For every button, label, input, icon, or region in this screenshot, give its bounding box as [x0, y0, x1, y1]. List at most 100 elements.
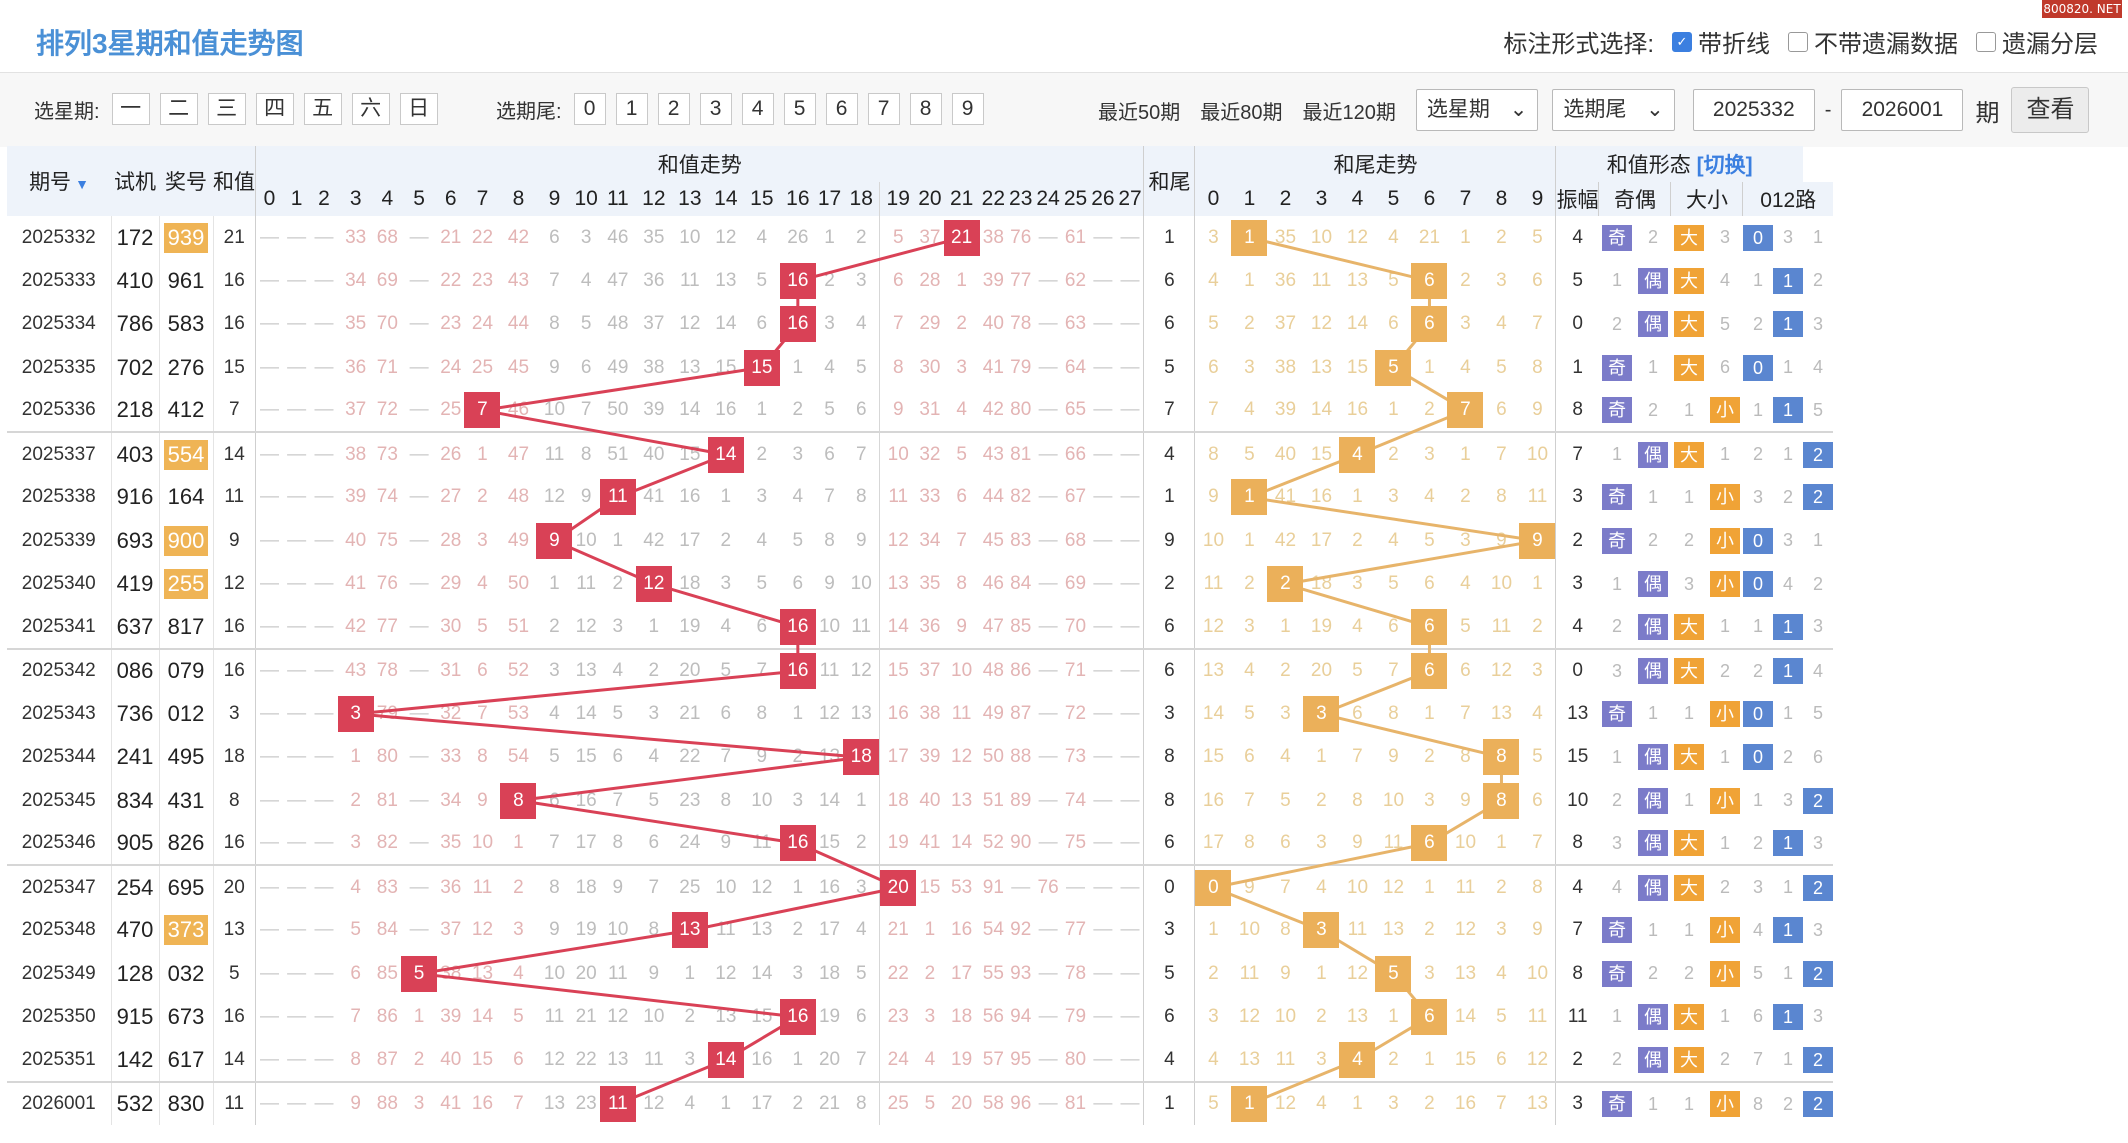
- sum-miss-cell: 1: [536, 562, 572, 605]
- prize-number: 695: [167, 874, 205, 900]
- sum-miss-value: ―: [1120, 529, 1140, 551]
- tail-chip[interactable]: 5: [783, 93, 816, 125]
- sum-miss-cell: 1: [401, 995, 437, 1038]
- amplitude-cell: 1: [1555, 345, 1599, 390]
- even-value-cell: 偶: [1635, 562, 1671, 605]
- sum-miss-value: 1: [549, 573, 560, 595]
- tail-hit-cell: 6: [1411, 606, 1448, 649]
- sum-miss-cell: ―: [283, 259, 310, 302]
- sum-miss-cell: ―: [282, 864, 311, 909]
- sum-miss-cell: ―: [1089, 995, 1116, 1038]
- sum-miss-cell: 80: [1007, 389, 1034, 432]
- tail-miss-cell: 7: [1375, 647, 1412, 693]
- checkbox-icon[interactable]: [1976, 31, 1996, 52]
- weekday-chip[interactable]: 二: [159, 93, 198, 125]
- sum-miss-cell: ―: [1034, 259, 1061, 302]
- sum-miss-cell: 6: [464, 647, 501, 693]
- sum-miss-value: ―: [1038, 226, 1058, 248]
- road-2-value: 2: [1802, 874, 1833, 901]
- checkbox-icon[interactable]: [1788, 31, 1808, 52]
- sum-miss-value: 43: [507, 269, 530, 291]
- sum-miss-value: 88: [376, 1093, 398, 1115]
- weekday-chip[interactable]: 三: [207, 93, 246, 125]
- even-value: 偶: [1637, 1046, 1668, 1073]
- recent-120-link[interactable]: 最近120期: [1302, 101, 1396, 124]
- tail-chip[interactable]: 8: [909, 93, 942, 125]
- weekday-chip[interactable]: 一: [111, 93, 150, 125]
- sum-miss-value: 16: [818, 876, 841, 898]
- from-period-input[interactable]: 2025332: [1692, 89, 1815, 131]
- option-layer[interactable]: 遗漏分层: [1976, 24, 2098, 59]
- sum-miss-value: 25: [471, 356, 494, 378]
- sum-miss-value: 7: [855, 443, 867, 465]
- option-no-miss[interactable]: 不带遗漏数据: [1788, 24, 1958, 59]
- even-value: 偶: [1637, 658, 1668, 685]
- switch-link[interactable]: [切换]: [1696, 154, 1753, 177]
- weekday-chip[interactable]: 六: [351, 93, 390, 125]
- sum-miss-cell: ―: [1089, 864, 1117, 909]
- sum-cell: 3: [213, 692, 256, 736]
- recent-80-link[interactable]: 最近80期: [1200, 101, 1283, 124]
- road-2-cell: 3: [1803, 909, 1833, 952]
- tail-miss-cell: 6: [1339, 692, 1375, 735]
- tail-miss-cell: 13: [1447, 952, 1483, 995]
- small-value-cell: 1: [1707, 995, 1743, 1038]
- tail-chip[interactable]: 2: [657, 93, 690, 125]
- small-value-cell: 小: [1707, 779, 1743, 822]
- option-line[interactable]: ✓ 带折线: [1672, 24, 1770, 59]
- tail-chip[interactable]: 7: [867, 93, 900, 125]
- tail-miss-cell: 7: [1519, 303, 1556, 346]
- tail-miss-cell: 7: [1483, 1080, 1520, 1126]
- odd-value: 2: [1611, 616, 1622, 637]
- sum-miss-value: ―: [1120, 399, 1140, 421]
- sum-miss-cell: 41: [916, 822, 943, 865]
- weekday-chip[interactable]: 五: [303, 93, 342, 125]
- sum-miss-value: 78: [376, 660, 398, 682]
- sum-miss-value: ―: [287, 313, 307, 335]
- prize-number-cell: 012: [159, 692, 214, 736]
- weekday-chip[interactable]: 日: [399, 93, 438, 125]
- tail-miss-cell: 35: [1267, 216, 1303, 259]
- sum-miss-value: 77: [1064, 919, 1087, 941]
- small-value-cell: 1: [1707, 736, 1743, 779]
- header-period[interactable]: 期号 ▼: [7, 146, 111, 216]
- tail-chip[interactable]: 0: [573, 93, 606, 125]
- tail-chip[interactable]: 1: [615, 93, 648, 125]
- sum-miss-cell: 76: [1034, 864, 1062, 909]
- tail-hit-marker: 8: [1483, 739, 1520, 776]
- sum-miss-cell: 49: [980, 692, 1007, 735]
- to-period-input[interactable]: 2026001: [1841, 89, 1964, 131]
- sum-miss-value: 28: [440, 529, 462, 551]
- table-header-row: 期号 ▼ 试机 奖号 和值 和值走势 和尾 和尾走势 和值形态 [切换]: [7, 146, 1833, 216]
- sum-miss-value: ―: [259, 789, 279, 811]
- sum-miss-cell: 73: [373, 431, 402, 476]
- weekday-select[interactable]: 选星期 ⌄: [1415, 89, 1539, 131]
- tail-chip[interactable]: 3: [699, 93, 732, 125]
- tail-miss-cell: 10: [1267, 995, 1303, 1038]
- tail-miss-cell: 39: [1267, 389, 1303, 432]
- sum-miss-value: 45: [982, 529, 1004, 551]
- sum-miss-value: ―: [287, 269, 307, 291]
- tail-chip[interactable]: 9: [951, 93, 984, 125]
- recent-50-link[interactable]: 最近50期: [1098, 101, 1181, 124]
- sum-miss-cell: 91: [979, 864, 1008, 909]
- checkbox-checked-icon[interactable]: ✓: [1672, 31, 1692, 52]
- tail-miss-value: 12: [1202, 615, 1225, 637]
- sum-miss-value: 29: [440, 573, 462, 595]
- sum-miss-cell: 12: [464, 909, 500, 952]
- sum-miss-value: 42: [982, 399, 1004, 421]
- tail-chip[interactable]: 6: [825, 93, 858, 125]
- sum-miss-value: 6: [855, 399, 867, 421]
- sum-miss-value: ―: [259, 1005, 279, 1027]
- sum-hit-cell: 9: [536, 519, 573, 562]
- sum-miss-cell: 71: [374, 346, 401, 389]
- tail-miss-value: 10: [1526, 443, 1549, 465]
- search-button[interactable]: 查看: [2011, 87, 2090, 133]
- sum-miss-value: 7: [855, 1048, 867, 1070]
- weekday-chip[interactable]: 四: [255, 93, 294, 125]
- sum-miss-cell: 13: [744, 909, 780, 952]
- tail-chip[interactable]: 4: [741, 93, 774, 125]
- tail-select[interactable]: 选期尾 ⌄: [1552, 89, 1675, 131]
- sum-miss-cell: 40: [437, 1039, 464, 1082]
- sum-miss-value: 12: [607, 1005, 629, 1027]
